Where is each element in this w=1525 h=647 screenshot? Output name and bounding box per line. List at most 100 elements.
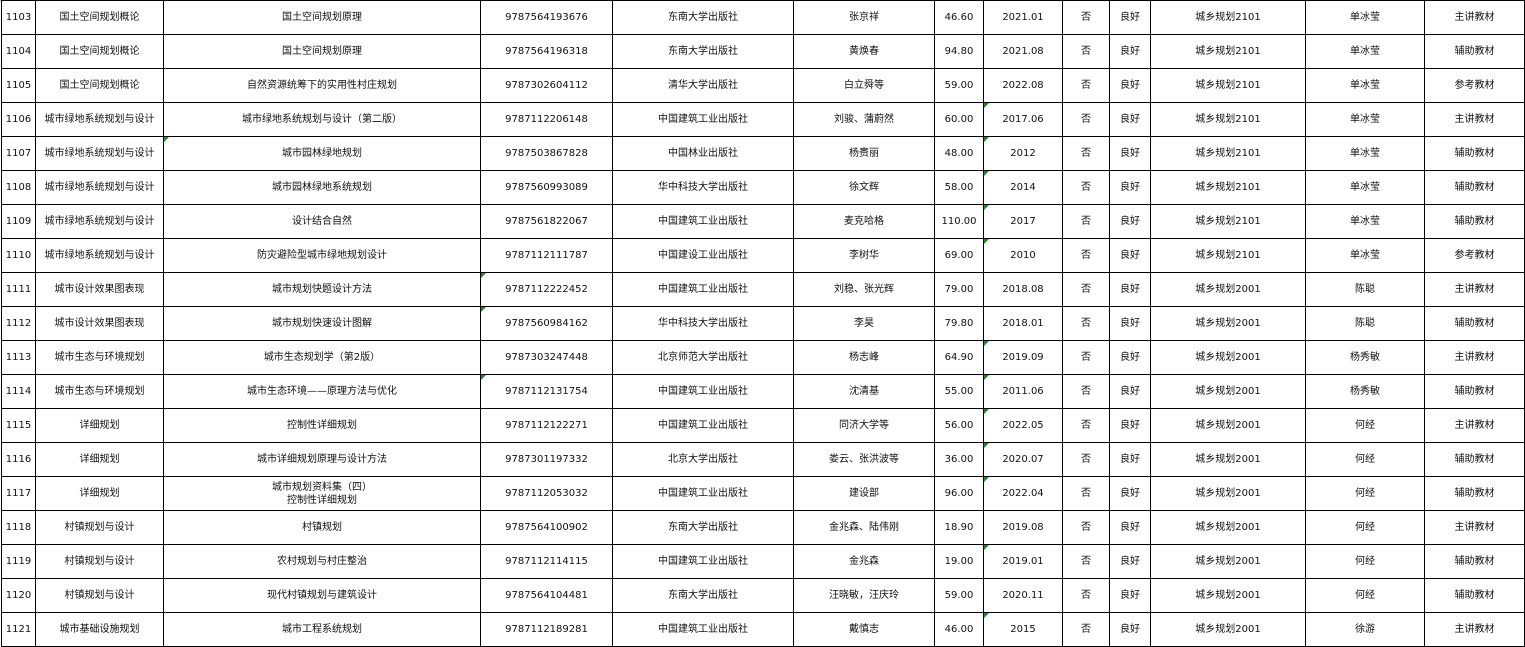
cell-flag[interactable]: 否 [1062,408,1110,443]
cell-course[interactable]: 城市基础设施规划 [35,612,164,647]
cell-teacher[interactable]: 何经 [1305,544,1425,579]
cell-course[interactable]: 城市绿地系统规划与设计 [35,238,164,273]
cell-class[interactable]: 城乡规划2001 [1150,612,1306,647]
cell-flag[interactable]: 否 [1062,578,1110,613]
cell-type[interactable]: 辅助教材 [1424,204,1525,239]
cell-teacher[interactable]: 杨秀敏 [1305,374,1425,409]
cell-flag[interactable]: 否 [1062,340,1110,375]
cell-condition[interactable]: 良好 [1109,102,1151,137]
cell-price[interactable]: 96.00 [934,476,984,511]
cell-title[interactable]: 城市生态环境——原理方法与优化 [163,374,481,409]
cell-title[interactable]: 城市规划快速设计图解 [163,306,481,341]
cell-class[interactable]: 城乡规划2101 [1150,68,1306,103]
cell-title[interactable]: 农村规划与村庄整治 [163,544,481,579]
cell-title[interactable]: 城市绿地系统规划与设计（第二版） [163,102,481,137]
cell-condition[interactable]: 良好 [1109,340,1151,375]
cell-isbn[interactable]: 9787112122271 [480,408,613,443]
cell-type[interactable]: 辅助教材 [1424,136,1525,171]
cell-condition[interactable]: 良好 [1109,238,1151,273]
cell-id[interactable]: 1107 [1,136,36,171]
cell-class[interactable]: 城乡规划2101 [1150,102,1306,137]
cell-class[interactable]: 城乡规划2101 [1150,136,1306,171]
cell-id[interactable]: 1106 [1,102,36,137]
cell-title[interactable]: 设计结合自然 [163,204,481,239]
cell-id[interactable]: 1109 [1,204,36,239]
cell-author[interactable]: 麦克哈格 [793,204,935,239]
cell-isbn[interactable]: 9787564196318 [480,34,613,69]
cell-flag[interactable]: 否 [1062,510,1110,545]
cell-id[interactable]: 1119 [1,544,36,579]
cell-course[interactable]: 城市绿地系统规划与设计 [35,102,164,137]
cell-price[interactable]: 110.00 [934,204,984,239]
cell-date[interactable]: 2021.08 [983,34,1063,69]
cell-price[interactable]: 60.00 [934,102,984,137]
cell-flag[interactable]: 否 [1062,238,1110,273]
cell-id[interactable]: 1110 [1,238,36,273]
cell-date[interactable]: 2012 [983,136,1063,171]
cell-course[interactable]: 国土空间规划概论 [35,0,164,35]
cell-course[interactable]: 国土空间规划概论 [35,34,164,69]
cell-flag[interactable]: 否 [1062,544,1110,579]
cell-title[interactable]: 城市园林绿地规划 [163,136,481,171]
cell-type[interactable]: 辅助教材 [1424,544,1525,579]
cell-date[interactable]: 2017.06 [983,102,1063,137]
cell-condition[interactable]: 良好 [1109,544,1151,579]
cell-course[interactable]: 详细规划 [35,408,164,443]
cell-teacher[interactable]: 何经 [1305,442,1425,477]
cell-course[interactable]: 村镇规划与设计 [35,544,164,579]
cell-course[interactable]: 城市设计效果图表现 [35,272,164,307]
cell-publisher[interactable]: 中国建设工业出版社 [612,238,794,273]
cell-isbn[interactable]: 9787112189281 [480,612,613,647]
cell-isbn[interactable]: 9787112111787 [480,238,613,273]
cell-title[interactable]: 城市园林绿地系统规划 [163,170,481,205]
cell-course[interactable]: 城市设计效果图表现 [35,306,164,341]
cell-condition[interactable]: 良好 [1109,408,1151,443]
cell-teacher[interactable]: 杨秀敏 [1305,340,1425,375]
cell-price[interactable]: 79.00 [934,272,984,307]
cell-date[interactable]: 2018.08 [983,272,1063,307]
cell-title[interactable]: 控制性详细规划 [163,408,481,443]
cell-class[interactable]: 城乡规划2001 [1150,306,1306,341]
cell-isbn[interactable]: 9787560993089 [480,170,613,205]
cell-price[interactable]: 64.90 [934,340,984,375]
cell-id[interactable]: 1116 [1,442,36,477]
cell-type[interactable]: 辅助教材 [1424,170,1525,205]
cell-author[interactable]: 汪晓敏，汪庆玲 [793,578,935,613]
cell-title[interactable]: 城市生态规划学（第2版） [163,340,481,375]
cell-course[interactable]: 国土空间规划概论 [35,68,164,103]
cell-author[interactable]: 杨赉丽 [793,136,935,171]
cell-flag[interactable]: 否 [1062,442,1110,477]
cell-isbn[interactable]: 9787564100902 [480,510,613,545]
cell-condition[interactable]: 良好 [1109,170,1151,205]
cell-publisher[interactable]: 北京师范大学出版社 [612,340,794,375]
cell-title[interactable]: 城市规划资料集（四） 控制性详细规划 [163,476,481,511]
cell-price[interactable]: 46.60 [934,0,984,35]
cell-date[interactable]: 2019.01 [983,544,1063,579]
cell-author[interactable]: 张京祥 [793,0,935,35]
cell-condition[interactable]: 良好 [1109,34,1151,69]
cell-title[interactable]: 国土空间规划原理 [163,0,481,35]
cell-author[interactable]: 沈清基 [793,374,935,409]
cell-date[interactable]: 2022.08 [983,68,1063,103]
cell-date[interactable]: 2020.11 [983,578,1063,613]
cell-publisher[interactable]: 北京大学出版社 [612,442,794,477]
cell-id[interactable]: 1115 [1,408,36,443]
cell-condition[interactable]: 良好 [1109,578,1151,613]
cell-teacher[interactable]: 单冰莹 [1305,102,1425,137]
cell-id[interactable]: 1112 [1,306,36,341]
cell-id[interactable]: 1111 [1,272,36,307]
cell-teacher[interactable]: 单冰莹 [1305,170,1425,205]
cell-author[interactable]: 刘骏、蒲蔚然 [793,102,935,137]
cell-price[interactable]: 18.90 [934,510,984,545]
cell-date[interactable]: 2022.05 [983,408,1063,443]
cell-flag[interactable]: 否 [1062,102,1110,137]
cell-teacher[interactable]: 单冰莹 [1305,34,1425,69]
cell-publisher[interactable]: 东南大学出版社 [612,510,794,545]
cell-flag[interactable]: 否 [1062,68,1110,103]
cell-author[interactable]: 金兆森、陆伟刚 [793,510,935,545]
cell-course[interactable]: 村镇规划与设计 [35,578,164,613]
cell-publisher[interactable]: 东南大学出版社 [612,0,794,35]
cell-class[interactable]: 城乡规划2001 [1150,544,1306,579]
cell-price[interactable]: 46.00 [934,612,984,647]
cell-course[interactable]: 城市绿地系统规划与设计 [35,204,164,239]
